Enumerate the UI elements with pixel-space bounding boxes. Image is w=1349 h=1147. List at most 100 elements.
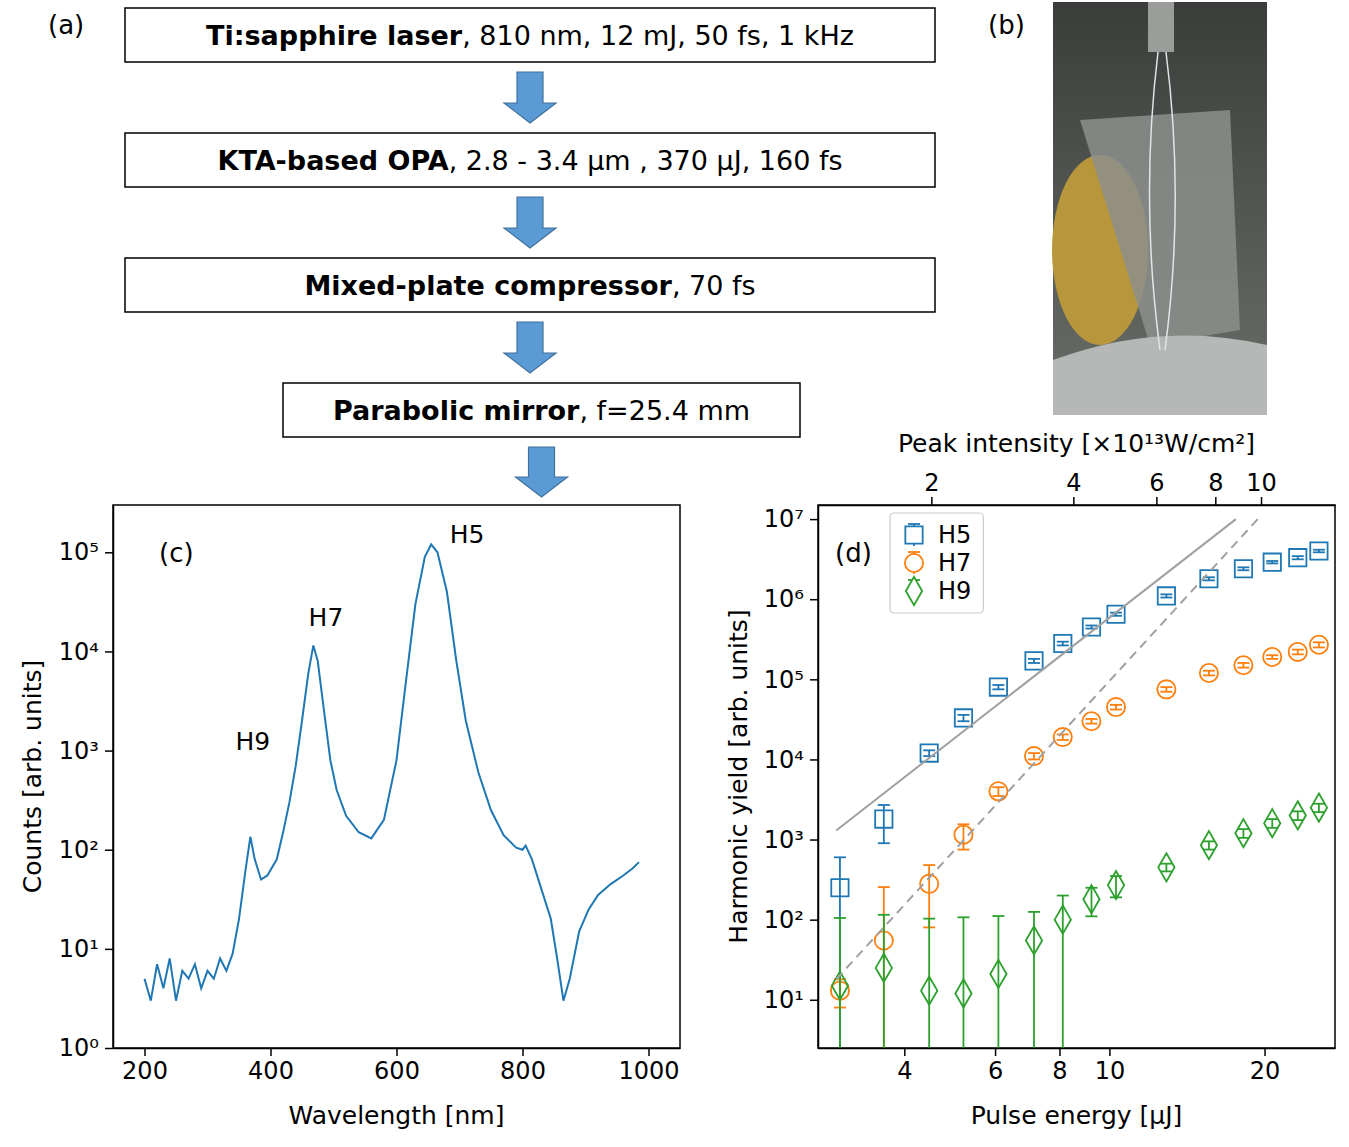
- error-bar-cap: [1160, 871, 1172, 873]
- error-bar: [957, 715, 969, 721]
- series-H7: [831, 636, 1328, 1048]
- chart-yield: 468102024681010¹10²10³10⁴10⁵10⁶10⁷Pulse …: [724, 429, 1336, 1130]
- marker: [1235, 560, 1252, 577]
- error-bar-cap: [1237, 569, 1249, 571]
- plot-frame: [113, 505, 680, 1048]
- tick-mark: [1215, 497, 1217, 505]
- tick: 1000: [618, 1048, 679, 1085]
- error-bar-cap: [1160, 593, 1172, 595]
- tick-label: 10: [1246, 469, 1277, 497]
- tick-label: 20: [1250, 1057, 1281, 1085]
- marker: [990, 678, 1007, 695]
- error-bar-stem: [883, 887, 885, 1048]
- tick-mark: [1264, 1048, 1266, 1056]
- tick-mark: [648, 1048, 650, 1056]
- flow-box-bold: Parabolic mirror: [333, 395, 580, 426]
- error-bar-stem: [1033, 912, 1035, 1048]
- flow-box-bold: KTA-based OPA: [217, 145, 448, 176]
- flow-box: [125, 133, 935, 187]
- tick-mark: [1156, 497, 1158, 505]
- error-bar-cap: [957, 849, 969, 851]
- tick: 10⁴: [764, 746, 818, 774]
- tick: 8: [1208, 469, 1223, 505]
- error-bar-cap: [992, 915, 1004, 917]
- tick: 600: [374, 1048, 420, 1085]
- tick-mark: [105, 750, 113, 752]
- marker: [1025, 652, 1042, 669]
- tick-label: 10²: [59, 836, 99, 864]
- y-axis-title: Counts [arb. units]: [18, 660, 47, 894]
- error-bar-cap: [992, 786, 1004, 788]
- error-bar: [1266, 819, 1278, 828]
- error-bar-cap: [1057, 895, 1069, 897]
- panel-label: (a): [48, 10, 84, 40]
- error-bar: [1110, 705, 1122, 710]
- axis-x2ticks: 246810: [819, 469, 1336, 506]
- error-bar-cap: [1313, 641, 1325, 643]
- error-bar-cap: [878, 842, 890, 844]
- legend-item: H5: [905, 521, 971, 549]
- error-bar: [1237, 567, 1249, 570]
- error-bar: [1266, 655, 1278, 659]
- error-bar-cap: [957, 916, 969, 918]
- error-bar-cap: [1057, 645, 1069, 647]
- error-bar-cap: [1313, 803, 1325, 805]
- error-bar-cap: [957, 720, 969, 722]
- error-bar-cap: [1028, 911, 1040, 913]
- marker: [876, 954, 892, 982]
- error-bar-cap: [923, 918, 935, 920]
- peak-label: H7: [309, 603, 344, 632]
- plot-frame: [818, 505, 1335, 1048]
- tick-mark: [810, 599, 818, 601]
- error-bar-cap: [878, 886, 890, 888]
- tick-label: 10²: [764, 906, 804, 934]
- marker: [1158, 587, 1175, 604]
- error-bar-stem: [839, 918, 841, 1048]
- error-bar-stem: [1208, 841, 1210, 849]
- tick: 10: [1095, 1048, 1126, 1085]
- tick: 10¹: [764, 986, 818, 1014]
- tick: 800: [500, 1048, 546, 1085]
- legend-marker: [906, 577, 922, 605]
- photo-background: [1053, 2, 1267, 415]
- error-bar-cap: [1085, 718, 1097, 720]
- panel-label: (b): [988, 10, 1025, 40]
- error-bar: [1292, 811, 1304, 820]
- marker: [1108, 871, 1124, 899]
- error-bar-cap: [1237, 662, 1249, 664]
- figure: (a)Ti:sapphire laser, 810 nm, 12 mJ, 50 …: [0, 0, 1349, 1147]
- tick-mark: [1073, 497, 1075, 505]
- error-bar-stem: [963, 824, 965, 849]
- error-bar-cap: [1313, 551, 1325, 553]
- tick-label: 4: [897, 1057, 912, 1085]
- tick: 10³: [59, 737, 113, 765]
- error-bar: [992, 685, 1004, 689]
- tick-label: 10: [1095, 1057, 1126, 1085]
- tick-mark: [1059, 1048, 1061, 1056]
- flow-box: [283, 383, 800, 437]
- marker: [1263, 648, 1281, 666]
- tick: 20: [1250, 1048, 1281, 1085]
- error-bar-cap: [1292, 653, 1304, 655]
- photo-mount: [1080, 110, 1240, 345]
- marker: [990, 960, 1006, 988]
- error-bar-cap: [1237, 566, 1249, 568]
- axis-line: [819, 1048, 1336, 1050]
- tick-label: 4: [1066, 469, 1081, 497]
- error-bar-cap: [1292, 555, 1304, 557]
- tick: 6: [1149, 469, 1164, 505]
- plot-area: [145, 544, 640, 1000]
- marker: [1082, 712, 1100, 730]
- tick-mark: [810, 679, 818, 681]
- series-H5: [831, 542, 1327, 1048]
- error-bar-cap: [1160, 691, 1172, 693]
- marker: [1200, 664, 1218, 682]
- error-bar-cap: [1028, 759, 1040, 761]
- photo-holder: [1148, 2, 1174, 52]
- marker: [831, 879, 848, 896]
- tick-mark: [105, 849, 113, 851]
- error-bar-cap: [1085, 625, 1097, 627]
- error-bar-cap: [1160, 686, 1172, 688]
- tick: 8: [1052, 1048, 1067, 1085]
- marker: [1157, 680, 1175, 698]
